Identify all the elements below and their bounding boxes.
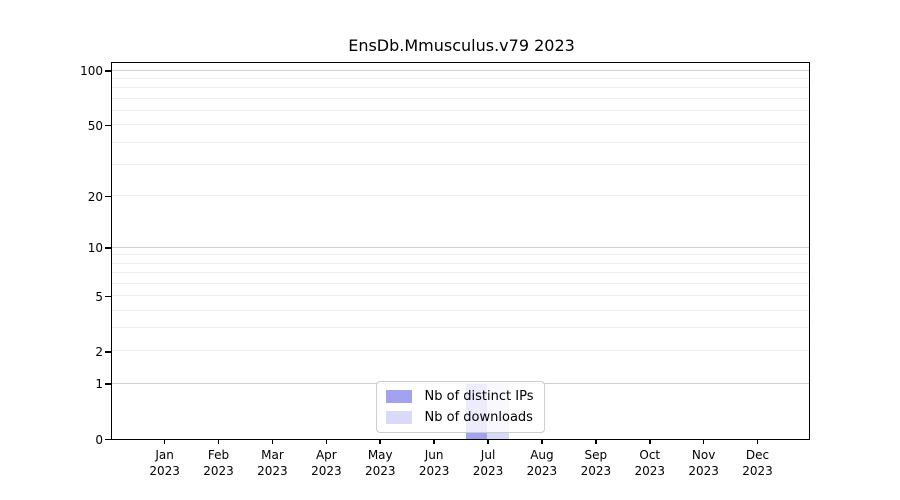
gridline-minor (112, 109, 809, 111)
x-tick-month: Jan (155, 448, 174, 462)
x-tick-year: 2023 (418, 464, 450, 478)
legend-swatch-distinct-ips (385, 390, 412, 403)
plot-area: Nb of distinct IPs Nb of downloads (111, 62, 810, 440)
y-tick-label: 20 (87, 189, 103, 204)
y-tick-mark (105, 295, 111, 298)
x-tick-mark (487, 440, 489, 444)
gridline-minor (112, 254, 809, 256)
x-tick-year: 2023 (634, 464, 666, 478)
gridline-minor (112, 309, 809, 311)
plot-inner: Nb of distinct IPs Nb of downloads (112, 63, 809, 439)
x-tick-year: 2023 (203, 464, 234, 478)
y-tick-mark (105, 351, 111, 353)
x-tick-mark (163, 440, 166, 444)
x-tick-mark (648, 440, 651, 444)
legend-label-downloads: Nb of downloads (424, 410, 533, 425)
x-tick-mark (379, 440, 382, 444)
gridline-major (112, 246, 809, 248)
x-tick-mark (541, 440, 543, 444)
x-tick-year: 2023 (257, 464, 288, 478)
x-tick-month: Jun (424, 448, 444, 462)
legend-label-distinct-ips: Nb of distinct IPs (424, 389, 534, 404)
x-tick-month: Sep (584, 448, 608, 462)
x-tick-label: Dec 2023 (723, 447, 793, 479)
x-tick-mark (217, 440, 220, 444)
x-tick-year: 2023 (580, 464, 612, 478)
gridline-minor (112, 282, 809, 284)
gridline-minor (112, 194, 809, 196)
gridline-minor (112, 163, 809, 165)
x-tick-month: Jul (480, 448, 496, 462)
legend-item-downloads: Nb of downloads (385, 410, 534, 425)
y-tick-mark (105, 438, 111, 441)
x-tick-year: 2023 (311, 464, 342, 478)
x-tick-label: Aug 2023 (507, 447, 577, 479)
y-tick-mark (105, 195, 111, 198)
x-tick-month: Feb (207, 448, 230, 462)
gridline-minor (112, 262, 809, 264)
x-tick-label: Apr 2023 (291, 447, 361, 479)
x-tick-year: 2023 (742, 464, 773, 478)
gridline-minor (112, 294, 809, 296)
y-tick-label: 100 (80, 64, 103, 79)
x-tick-mark (756, 440, 759, 444)
x-tick-label: Jan 2023 (130, 447, 200, 479)
gridline-minor (112, 87, 809, 89)
x-tick-label: Oct 2023 (615, 447, 685, 479)
gridline-minor (112, 350, 809, 352)
x-tick-mark (325, 440, 328, 444)
x-tick-month: May (367, 448, 393, 462)
x-tick-month: Nov (691, 448, 716, 462)
legend-swatch-downloads (385, 411, 412, 424)
y-tick-label: 5 (95, 289, 103, 304)
x-tick-mark (433, 440, 435, 444)
x-tick-mark (702, 440, 705, 444)
gridline-minor (112, 124, 809, 126)
y-tick-label: 0 (95, 432, 103, 447)
x-tick-year: 2023 (688, 464, 719, 478)
x-tick-year: 2023 (472, 464, 504, 478)
x-tick-label: Sep 2023 (561, 447, 631, 479)
x-tick-mark (271, 440, 274, 444)
gridline-minor (112, 141, 809, 143)
gridline-major (112, 69, 809, 71)
y-tick-mark (105, 124, 111, 127)
chart-title: EnsDb.Mmusculus.v79 2023 (348, 36, 575, 55)
x-tick-month: Oct (639, 448, 661, 462)
x-tick-label: Jun 2023 (399, 447, 469, 479)
gridline-minor (112, 327, 809, 329)
x-tick-mark (595, 440, 597, 444)
gridline-minor (112, 271, 809, 273)
legend-item-distinct-ips: Nb of distinct IPs (385, 389, 534, 404)
y-tick-mark (105, 70, 111, 72)
y-tick-mark (105, 247, 111, 249)
x-tick-year: 2023 (149, 464, 180, 478)
x-tick-month: Mar (261, 448, 284, 462)
y-tick-mark (105, 383, 111, 386)
y-tick-label: 1 (95, 377, 103, 392)
x-tick-label: Feb 2023 (184, 447, 254, 479)
x-tick-label: May 2023 (345, 447, 415, 479)
x-tick-label: Jul 2023 (453, 447, 523, 479)
gridline-minor (112, 97, 809, 99)
x-tick-year: 2023 (364, 464, 396, 478)
legend: Nb of distinct IPs Nb of downloads (375, 381, 546, 433)
x-tick-year: 2023 (526, 464, 558, 478)
x-tick-month: Apr (315, 448, 337, 462)
x-tick-label: Mar 2023 (237, 447, 307, 479)
y-tick-label: 50 (87, 118, 103, 133)
x-tick-month: Dec (745, 448, 770, 462)
y-tick-label: 2 (95, 344, 103, 359)
x-tick-label: Nov 2023 (669, 447, 739, 479)
gridline-minor (112, 77, 809, 79)
x-tick-month: Aug (530, 448, 554, 462)
y-tick-label: 10 (87, 241, 103, 256)
